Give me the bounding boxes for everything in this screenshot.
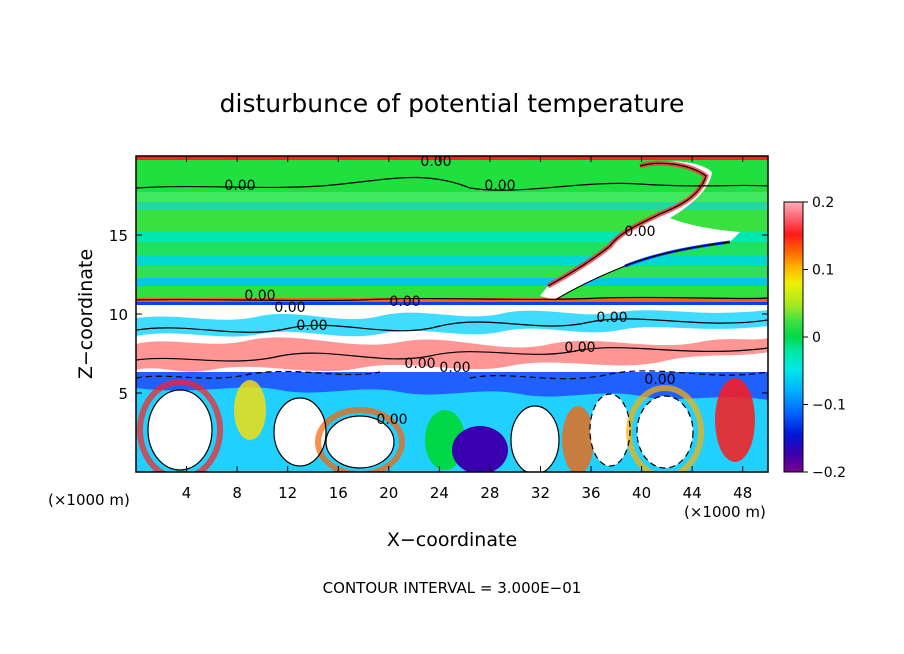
colorbar-tick-label: 0 [812, 330, 821, 346]
contour-label: 0.00 [296, 318, 327, 334]
contour-label: 0.00 [484, 178, 515, 194]
x-tick-label: 8 [232, 484, 242, 502]
contour-label: 0.00 [564, 340, 595, 356]
y-tick-label: 5 [118, 385, 128, 403]
contour-label: 0.00 [224, 178, 255, 194]
colorbar-tick-label: −0.1 [812, 398, 846, 414]
x-tick-label: 28 [480, 484, 499, 502]
contour-interval-note: CONTOUR INTERVAL = 3.000E−01 [323, 579, 582, 597]
contour-lines [136, 162, 768, 472]
chart-title: disturbunce of potential temperature [220, 89, 685, 118]
x-tick-label: 48 [733, 484, 752, 502]
colorbar-tick-label: 0.1 [812, 263, 834, 279]
x-tick-label: 36 [581, 484, 600, 502]
y-tick-label: 10 [109, 306, 128, 324]
x-tick-label: 12 [278, 484, 297, 502]
x-tick-label: 40 [632, 484, 651, 502]
contour-label: 0.00 [596, 310, 627, 326]
contour-labels: 0.000.00 0.000.000.000.000.000.000.000.00… [224, 154, 675, 428]
x-tick-label: 16 [329, 484, 348, 502]
y-tick-label: 15 [109, 227, 128, 245]
x-tick-label: 4 [182, 484, 192, 502]
x-tick-label: 20 [379, 484, 398, 502]
contour-label: 0.00 [439, 360, 470, 376]
x-tick-label: 44 [683, 484, 702, 502]
contour-label: 0.00 [274, 300, 305, 316]
y-axis-label: Z−coordinate [75, 249, 97, 379]
contour-label: 0.00 [644, 372, 675, 388]
contour-label: 0.00 [389, 294, 420, 310]
x-axis-label: X−coordinate [387, 529, 517, 551]
contour-label: 0.00 [404, 356, 435, 372]
contour-label: 0.00 [376, 412, 407, 428]
x-axis-unit-left: (×1000 m) [48, 491, 130, 509]
contour-label: 0.00 [420, 154, 451, 170]
heatmap-field [136, 156, 768, 472]
x-tick-label: 32 [531, 484, 550, 502]
colorbar-ticks: 0.2 0.1 0 −0.1 −0.2 [803, 195, 846, 481]
colorbar [783, 201, 804, 473]
contour-label: 0.00 [624, 224, 655, 240]
x-tick-label: 24 [430, 484, 449, 502]
x-axis-unit-right: (×1000 m) [684, 503, 766, 521]
x-axis-ticks: 4 8 12 16 20 24 28 32 36 40 44 48 [182, 156, 752, 502]
colorbar-tick-label: 0.2 [812, 195, 834, 211]
y-axis-ticks: 5 10 15 [109, 227, 768, 403]
colorbar-tick-label: −0.2 [812, 465, 846, 481]
contour-label: 0.00 [244, 288, 275, 304]
